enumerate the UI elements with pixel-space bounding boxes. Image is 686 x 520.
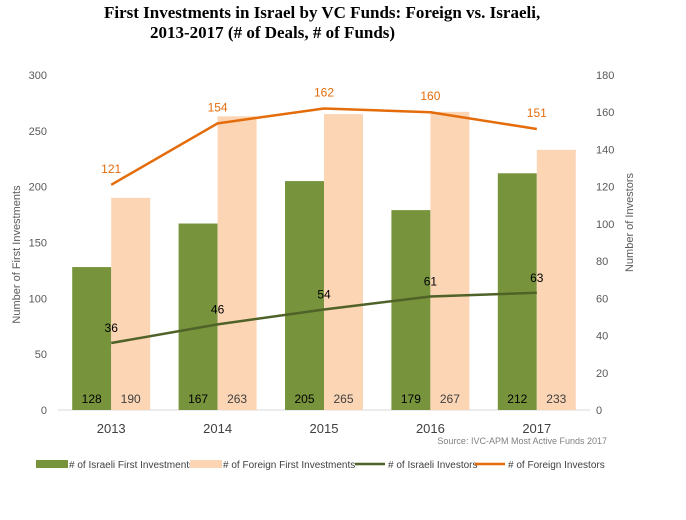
y-right-tick-label: 140 bbox=[596, 144, 614, 156]
y-left-tick-label: 150 bbox=[29, 238, 47, 250]
bar-israeli-first-investments bbox=[72, 267, 112, 410]
y-right-tick-label: 0 bbox=[596, 405, 602, 417]
y-right-tick-label: 100 bbox=[596, 219, 614, 231]
legend-swatch bbox=[36, 460, 68, 468]
legend-label: # of Foreign First Investments bbox=[223, 460, 355, 471]
y-right-tick-label: 160 bbox=[596, 107, 614, 119]
chart-title-line-2: 2013-2017 (# of Deals, # of Funds) bbox=[150, 23, 396, 42]
y-right-tick-label: 120 bbox=[596, 182, 614, 194]
bar-israeli-first-investments bbox=[285, 181, 324, 410]
x-tick-label: 2016 bbox=[416, 421, 445, 436]
bar-israeli-first-investments bbox=[497, 173, 537, 410]
israeli-investors-data-label: 54 bbox=[317, 288, 331, 302]
israeli-investors-line bbox=[110, 291, 537, 345]
foreign-investors-data-label: 121 bbox=[101, 162, 121, 176]
y-left-tick-label: 300 bbox=[29, 70, 47, 82]
israeli-investors-data-label: 63 bbox=[530, 271, 544, 285]
y-left-tick-label: 0 bbox=[41, 405, 47, 417]
bar-israeli-data-label: 212 bbox=[507, 392, 527, 406]
y-left-tick-label: 250 bbox=[29, 126, 47, 138]
x-tick-label: 2015 bbox=[310, 421, 339, 436]
legend-label: # of Israeli First Investments bbox=[69, 460, 194, 471]
legend-label: # of Foreign Investors bbox=[508, 460, 605, 471]
bar-foreign-first-investments bbox=[430, 111, 470, 410]
y-right-tick-label: 80 bbox=[596, 256, 608, 268]
foreign-investors-data-label: 160 bbox=[420, 89, 440, 103]
legend-swatch bbox=[190, 460, 222, 468]
y-right-tick-label: 20 bbox=[596, 368, 608, 380]
bar-foreign-data-label: 190 bbox=[121, 392, 141, 406]
bar-foreign-first-investments bbox=[111, 197, 151, 410]
foreign-investors-line bbox=[110, 107, 537, 186]
bar-israeli-data-label: 128 bbox=[82, 392, 102, 406]
foreign-investors-data-label: 162 bbox=[314, 86, 334, 100]
bar-israeli-data-label: 205 bbox=[294, 392, 314, 406]
foreign-investors-data-label: 154 bbox=[208, 100, 228, 114]
y-right-axis-label: Number of Investors bbox=[624, 172, 636, 272]
y-left-tick-label: 50 bbox=[35, 349, 47, 361]
bar-israeli-first-investments bbox=[391, 210, 431, 410]
bar-foreign-first-investments bbox=[536, 149, 576, 411]
y-left-tick-label: 200 bbox=[29, 182, 47, 194]
bar-israeli-data-label: 167 bbox=[188, 392, 208, 406]
legend-label: # of Israeli Investors bbox=[388, 460, 477, 471]
chart-title-line-1: First Investments in Israel by VC Funds:… bbox=[104, 3, 541, 22]
y-right-tick-label: 180 bbox=[596, 70, 614, 82]
y-left-axis-label: Number of First Investments bbox=[11, 185, 23, 324]
y-right-tick-label: 60 bbox=[596, 293, 608, 305]
bar-foreign-data-label: 265 bbox=[333, 392, 353, 406]
bar-foreign-data-label: 233 bbox=[546, 392, 566, 406]
bar-foreign-data-label: 263 bbox=[227, 392, 247, 406]
foreign-investors-data-label: 151 bbox=[527, 106, 547, 120]
source-note: Source: IVC-APM Most Active Funds 2017 bbox=[437, 436, 607, 446]
bar-israeli-first-investments bbox=[178, 223, 218, 410]
bar-israeli-data-label: 179 bbox=[401, 392, 421, 406]
y-left-tick-label: 100 bbox=[29, 293, 47, 305]
bar-foreign-first-investments bbox=[217, 116, 257, 411]
israeli-investors-data-label: 46 bbox=[211, 302, 225, 316]
y-right-tick-label: 40 bbox=[596, 331, 608, 343]
israeli-investors-data-label: 61 bbox=[424, 274, 438, 288]
x-tick-label: 2013 bbox=[97, 421, 126, 436]
israeli-investors-data-label: 36 bbox=[105, 321, 119, 335]
x-tick-label: 2014 bbox=[203, 421, 232, 436]
x-tick-label: 2017 bbox=[522, 421, 551, 436]
bar-foreign-data-label: 267 bbox=[440, 392, 460, 406]
bar-foreign-first-investments bbox=[324, 114, 363, 410]
